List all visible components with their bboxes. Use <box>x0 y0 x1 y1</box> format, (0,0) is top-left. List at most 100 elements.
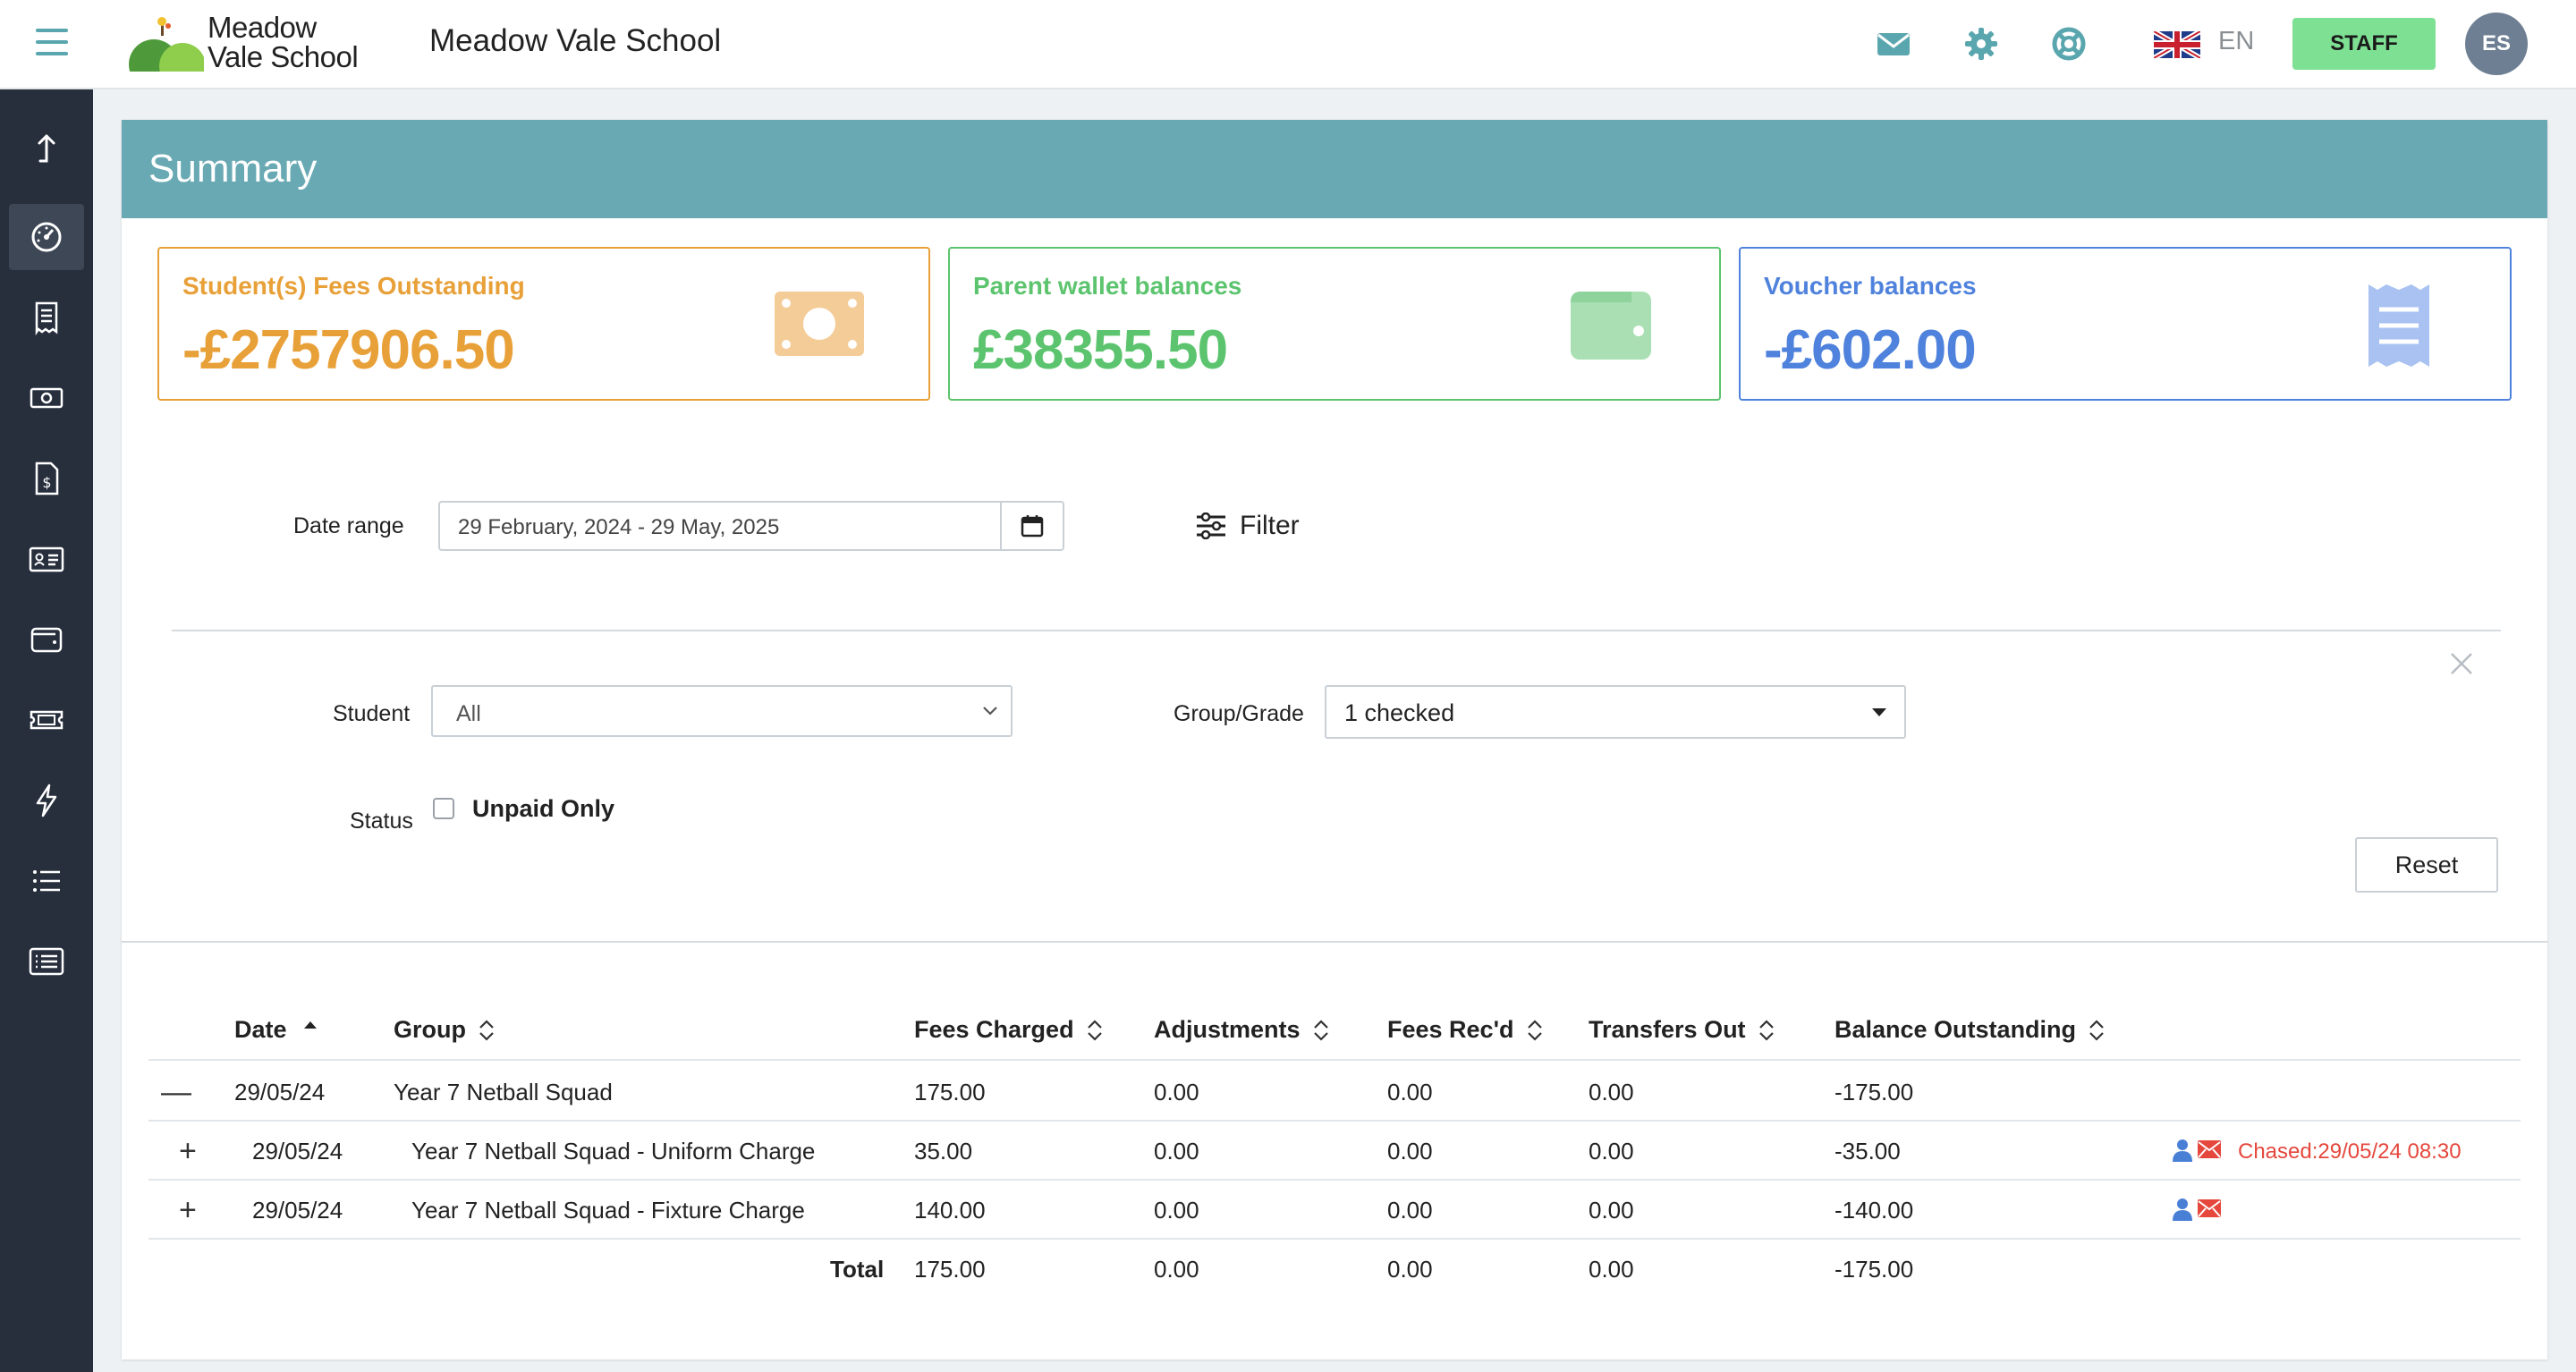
uk-flag-icon[interactable] <box>2154 31 2200 58</box>
reset-button[interactable]: Reset <box>2355 837 2498 893</box>
sliders-icon <box>1197 512 1225 539</box>
page-title: Summary <box>148 147 318 191</box>
chevron-down-icon <box>983 707 997 716</box>
status-label: Status <box>350 809 413 834</box>
expand-toggle[interactable]: + <box>179 1134 197 1168</box>
column-header-transfers-out[interactable]: Transfers Out <box>1589 1016 1775 1044</box>
group-grade-value: 1 checked <box>1344 699 1455 726</box>
group-grade-select[interactable]: 1 checked <box>1325 685 1906 739</box>
row-divider <box>148 1120 2521 1122</box>
column-header-fees-charged[interactable]: Fees Charged <box>914 1016 1103 1044</box>
cell-transfers-out: 0.00 <box>1589 1138 1634 1165</box>
list-alt-icon <box>29 947 64 976</box>
collapse-toggle[interactable]: — <box>161 1075 191 1109</box>
date-range-input[interactable]: 29 February, 2024 - 29 May, 2025 <box>438 501 1064 551</box>
mail-icon[interactable] <box>1875 25 1912 63</box>
chase-mail-icon[interactable] <box>2197 1198 2222 1218</box>
cell-fees-charged: 175.00 <box>914 1079 986 1105</box>
summary-card: Summary Student(s) Fees Outstanding -£27… <box>122 120 2547 1359</box>
column-header-label: Fees Charged <box>914 1016 1074 1043</box>
school-logo[interactable]: Meadow Vale School <box>129 13 370 89</box>
chase-mail-icon[interactable] <box>2197 1139 2222 1159</box>
sidebar-item-wallet[interactable] <box>9 606 84 673</box>
sort-asc-icon <box>303 1021 317 1029</box>
cell-fees-recd: 0.00 <box>1387 1079 1433 1105</box>
sidebar-item-dashboard[interactable] <box>9 204 84 270</box>
language-selector[interactable]: EN <box>2218 27 2255 55</box>
total-transfers-out: 0.00 <box>1589 1256 1634 1283</box>
filter-label: Filter <box>1240 511 1300 540</box>
date-range-label: Date range <box>293 513 404 538</box>
stat-parent-wallet[interactable]: Parent wallet balances £38355.50 <box>948 247 1721 401</box>
logo-text-line2: Vale School <box>208 40 359 73</box>
unpaid-only-checkbox[interactable] <box>433 798 454 819</box>
total-balance: -175.00 <box>1835 1256 1914 1283</box>
stat-fees-outstanding[interactable]: Student(s) Fees Outstanding -£2757906.50 <box>157 247 930 401</box>
column-header-balance-outstanding[interactable]: Balance Outstanding <box>1835 1016 2105 1044</box>
chased-status: Chased:29/05/24 08:30 <box>2238 1139 2462 1164</box>
student-label: Student <box>333 701 411 726</box>
ticket-icon <box>30 710 64 730</box>
sidebar-item-reports[interactable] <box>9 928 84 995</box>
cell-group: Year 7 Netball Squad - Uniform Charge <box>411 1138 816 1165</box>
person-icon[interactable] <box>2172 1197 2193 1222</box>
receipt-icon <box>35 301 58 336</box>
column-header-group[interactable]: Group <box>394 1016 495 1044</box>
help-lifebuoy-icon[interactable] <box>2050 25 2088 63</box>
cell-adjustments: 0.00 <box>1154 1079 1199 1105</box>
sidebar-item-list[interactable] <box>9 848 84 914</box>
menu-icon[interactable] <box>36 27 75 59</box>
student-select-value: All <box>456 701 481 726</box>
user-avatar[interactable]: ES <box>2465 13 2528 75</box>
school-name: Meadow Vale School <box>429 23 722 58</box>
calendar-icon <box>1021 515 1044 538</box>
cash-icon <box>30 387 64 409</box>
calendar-button[interactable] <box>1000 503 1063 549</box>
sidebar-item-invoices[interactable]: $ <box>9 445 84 512</box>
row-divider <box>148 1238 2521 1240</box>
cell-fees-recd: 0.00 <box>1387 1197 1433 1224</box>
lightning-icon <box>36 783 57 817</box>
cell-fees-charged: 35.00 <box>914 1138 973 1165</box>
stat-label: Student(s) Fees Outstanding <box>182 272 525 300</box>
cell-fees-recd: 0.00 <box>1387 1138 1433 1165</box>
student-select[interactable]: All <box>431 685 1013 737</box>
sidebar-item-vouchers[interactable] <box>9 687 84 753</box>
receipt-voucher-icon <box>2368 284 2429 367</box>
expand-toggle[interactable]: + <box>179 1193 197 1227</box>
column-header-label: Date <box>234 1016 287 1043</box>
logo-hills-icon <box>129 17 206 89</box>
stat-label: Voucher balances <box>1764 272 1977 300</box>
unpaid-only-label[interactable]: Unpaid Only <box>472 795 615 822</box>
list-icon <box>33 870 60 892</box>
cell-adjustments: 0.00 <box>1154 1138 1199 1165</box>
filter-button[interactable]: Filter <box>1195 508 1300 544</box>
sidebar: $ <box>0 89 93 1372</box>
row-divider <box>148 1179 2521 1181</box>
sidebar-item-receipts[interactable] <box>9 284 84 351</box>
sidebar-item-activity[interactable] <box>9 767 84 834</box>
stat-value: -£602.00 <box>1764 319 1977 381</box>
column-header-fees-recd[interactable]: Fees Rec'd <box>1387 1016 1543 1044</box>
sort-icon <box>1313 1019 1328 1041</box>
id-card-icon <box>29 546 64 572</box>
staff-button[interactable]: STAFF <box>2292 18 2436 70</box>
person-icon[interactable] <box>2172 1138 2193 1163</box>
date-range-value: 29 February, 2024 - 29 May, 2025 <box>458 515 780 539</box>
stat-voucher-balances[interactable]: Voucher balances -£602.00 <box>1739 247 2512 401</box>
sort-icon <box>2089 1019 2104 1041</box>
cell-balance: -35.00 <box>1835 1138 1901 1165</box>
sidebar-item-payments[interactable] <box>9 365 84 431</box>
close-icon[interactable] <box>2447 649 2476 678</box>
settings-icon[interactable] <box>1962 25 2000 63</box>
sidebar-item-upload[interactable] <box>9 116 84 182</box>
total-label: Total <box>830 1256 885 1283</box>
cell-date: 29/05/24 <box>234 1079 326 1105</box>
sidebar-item-students[interactable] <box>9 526 84 592</box>
invoice-dollar-icon: $ <box>35 462 59 495</box>
divider <box>172 630 2501 631</box>
column-header-date[interactable]: Date <box>234 1016 318 1044</box>
row-divider <box>148 1059 2521 1061</box>
column-header-adjustments[interactable]: Adjustments <box>1154 1016 1329 1044</box>
wallet-icon <box>30 627 63 653</box>
